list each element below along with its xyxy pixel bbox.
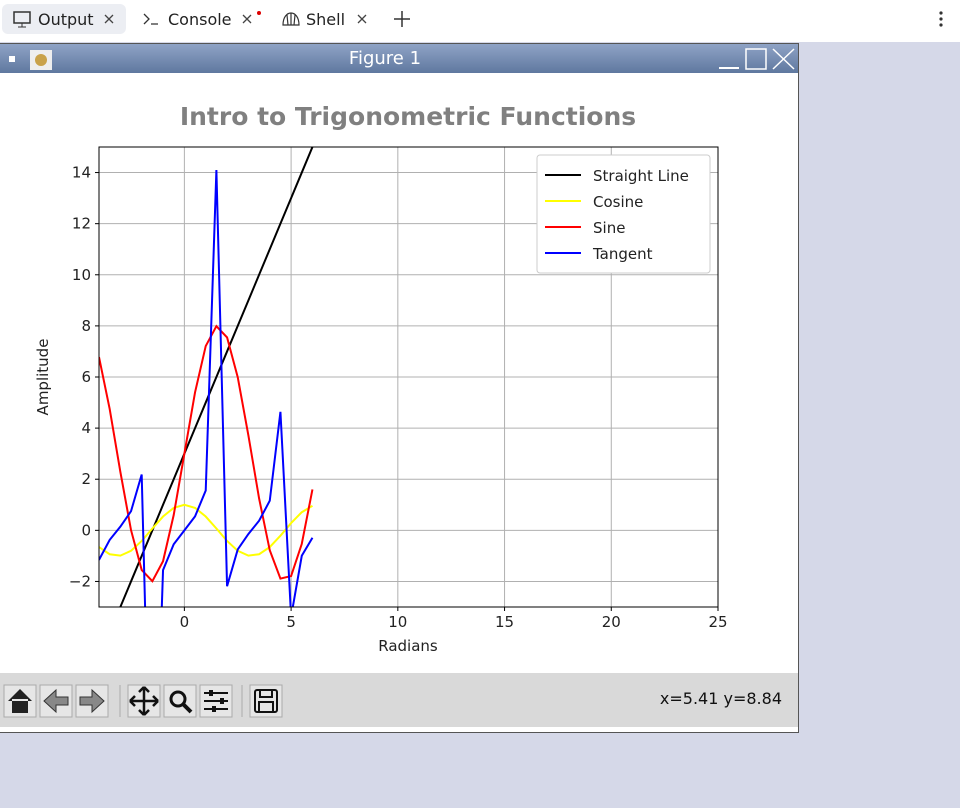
tab-label: Shell: [306, 9, 346, 29]
x-tick-label: 10: [388, 613, 407, 631]
x-tick-label: 20: [602, 613, 621, 631]
menu[interactable]: [936, 9, 946, 29]
chart: Intro to Trigonometric Functions Radians…: [34, 102, 728, 655]
x-tick-label: 0: [180, 613, 190, 631]
series-line: [99, 503, 313, 557]
close-icon[interactable]: [355, 12, 369, 26]
series-line: [119, 147, 314, 607]
tab-console[interactable]: Console: [140, 4, 264, 34]
zoom-button[interactable]: [163, 684, 197, 718]
x-tick-label: 25: [708, 613, 727, 631]
close-icon[interactable]: [102, 12, 116, 26]
legend-label: Sine: [593, 219, 625, 237]
back-button[interactable]: [39, 684, 73, 718]
prompt-icon: [143, 13, 158, 25]
pan-button[interactable]: [127, 684, 161, 718]
y-tick-label: 12: [72, 215, 91, 233]
window-title: Figure 1: [348, 48, 422, 69]
monitor-icon: [13, 11, 31, 28]
y-tick-label: 2: [81, 470, 91, 488]
y-tick-label: 6: [81, 368, 91, 386]
series-line: [99, 324, 314, 583]
y-tick-label: −2: [69, 572, 91, 590]
x-axis-label: Radians: [378, 637, 438, 655]
x-tick-label: 15: [495, 613, 514, 631]
status-text: x=5.41 y=8.84: [659, 689, 782, 708]
legend-label: Tangent: [592, 245, 653, 263]
window-controls[interactable]: [716, 47, 796, 71]
y-tick-label: 4: [81, 419, 91, 437]
title-bar: Figure 1: [0, 44, 798, 73]
toolbar: x=5.41 y=8.84: [0, 673, 798, 727]
y-tick-label: 10: [72, 266, 91, 284]
toolbar-buttons: [3, 684, 283, 718]
x-tick-label: 5: [286, 613, 296, 631]
tab-label: Console: [168, 9, 232, 29]
tab-shell[interactable]: Shell: [280, 4, 369, 34]
y-axis-label: Amplitude: [34, 339, 52, 416]
configure-button[interactable]: [199, 684, 233, 718]
window-icons: [9, 50, 52, 70]
legend-box: [536, 154, 711, 274]
home-button[interactable]: [3, 684, 37, 718]
series-line: [99, 169, 314, 607]
legend-label: Straight Line: [593, 167, 689, 185]
tab-label: Output: [38, 9, 94, 29]
plot-frame: [98, 146, 719, 608]
figure-window: Figure 1 Intro to Trigonometric Function…: [0, 43, 799, 733]
shell-icon: [282, 12, 300, 26]
legend-label: Cosine: [593, 193, 643, 211]
y-tick-label: 14: [72, 164, 91, 182]
y-tick-label: 0: [81, 521, 91, 539]
plot-lines: [99, 147, 314, 607]
chart-title: Intro to Trigonometric Functions: [180, 102, 636, 131]
save-button[interactable]: [249, 684, 283, 718]
y-tick-label: 8: [81, 317, 91, 335]
close-icon[interactable]: [240, 9, 264, 29]
new-tab[interactable]: [392, 9, 412, 29]
forward-button[interactable]: [75, 684, 109, 718]
tab-output[interactable]: Output: [2, 4, 126, 34]
tab-bar: Output Console Shell: [0, 0, 960, 42]
